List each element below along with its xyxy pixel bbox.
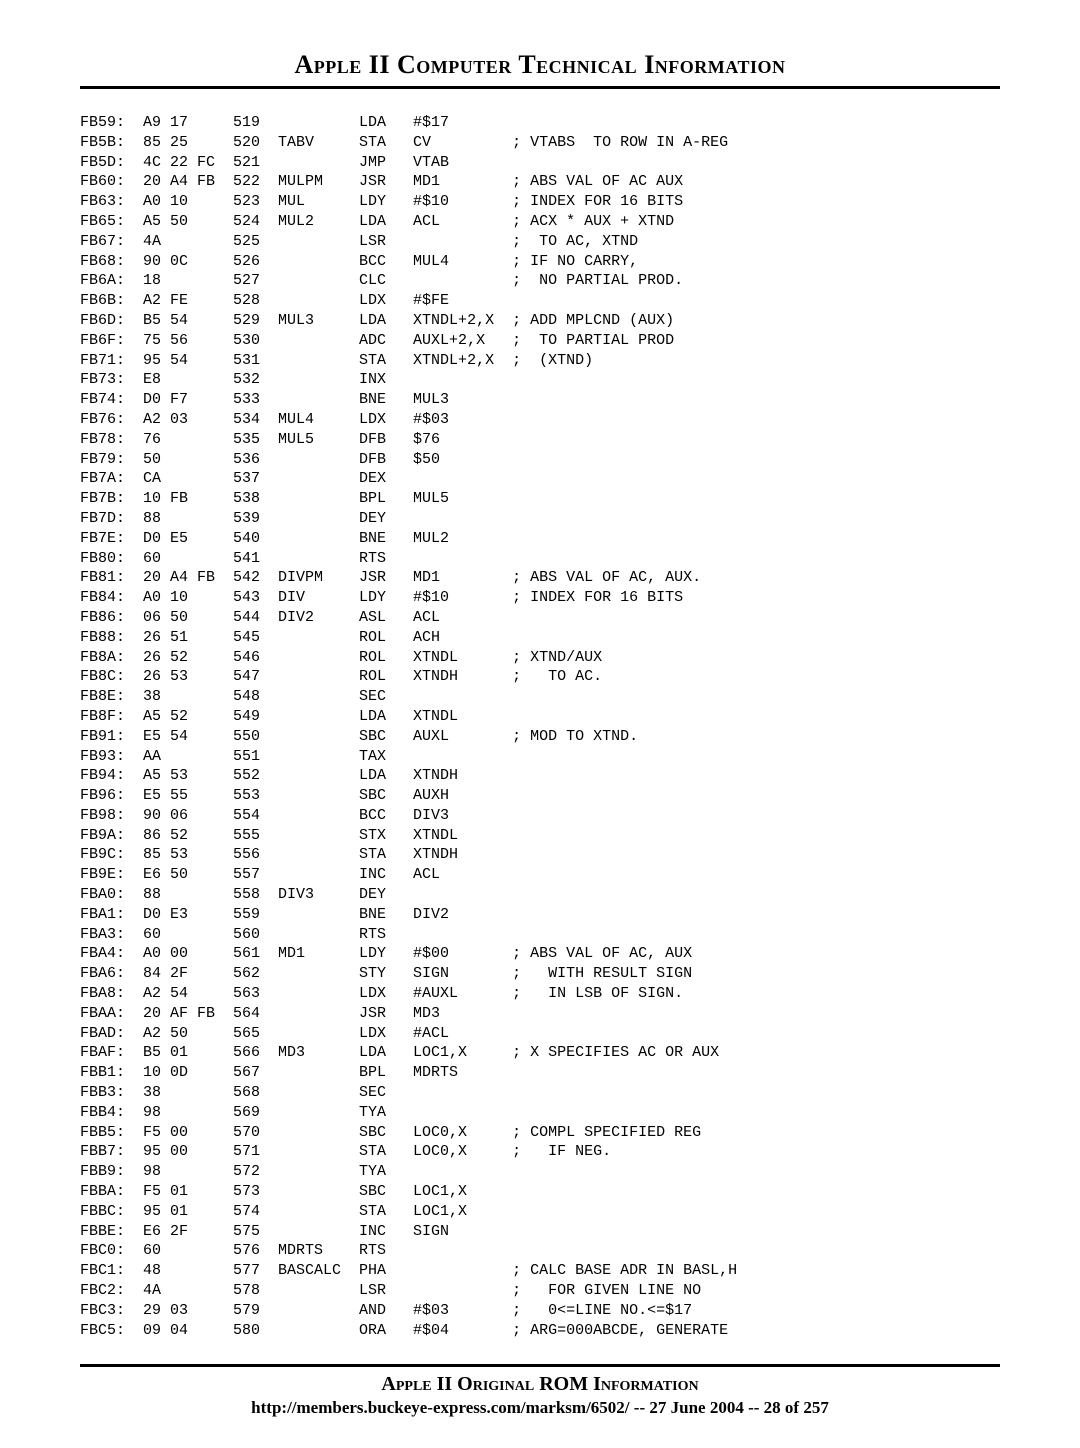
listing-row: FB7B: 10 FB 538 BPL MUL5	[80, 489, 1000, 509]
footer-date: 27 June 2004	[649, 1398, 743, 1417]
listing-row: FB6D: B5 54 529 MUL3 LDA XTNDL+2,X ; ADD…	[80, 311, 1000, 331]
listing-row: FB7A: CA 537 DEX	[80, 469, 1000, 489]
listing-row: FB84: A0 10 543 DIV LDY #$10 ; INDEX FOR…	[80, 588, 1000, 608]
listing-row: FBBE: E6 2F 575 INC SIGN	[80, 1222, 1000, 1242]
listing-row: FBB7: 95 00 571 STA LOC0,X ; IF NEG.	[80, 1142, 1000, 1162]
listing-row: FB60: 20 A4 FB 522 MULPM JSR MD1 ; ABS V…	[80, 172, 1000, 192]
listing-row: FB9E: E6 50 557 INC ACL	[80, 865, 1000, 885]
listing-row: FB94: A5 53 552 LDA XTNDH	[80, 766, 1000, 786]
listing-row: FB91: E5 54 550 SBC AUXL ; MOD TO XTND.	[80, 727, 1000, 747]
listing-row: FBBA: F5 01 573 SBC LOC1,X	[80, 1182, 1000, 1202]
listing-row: FBC3: 29 03 579 AND #$03 ; 0<=LINE NO.<=…	[80, 1301, 1000, 1321]
listing-row: FB8C: 26 53 547 ROL XTNDH ; TO AC.	[80, 667, 1000, 687]
listing-row: FBBC: 95 01 574 STA LOC1,X	[80, 1202, 1000, 1222]
listing-row: FB71: 95 54 531 STA XTNDL+2,X ; (XTND)	[80, 351, 1000, 371]
listing-row: FBA3: 60 560 RTS	[80, 925, 1000, 945]
footer-info: http://members.buckeye-express.com/marks…	[80, 1398, 1000, 1418]
listing-row: FB79: 50 536 DFB $50	[80, 450, 1000, 470]
footer-page: 28 of 257	[764, 1398, 829, 1417]
listing-row: FB98: 90 06 554 BCC DIV3	[80, 806, 1000, 826]
listing-row: FBB3: 38 568 SEC	[80, 1083, 1000, 1103]
listing-row: FB65: A5 50 524 MUL2 LDA ACL ; ACX * AUX…	[80, 212, 1000, 232]
listing-row: FB8E: 38 548 SEC	[80, 687, 1000, 707]
listing-row: FB73: E8 532 INX	[80, 370, 1000, 390]
listing-row: FB68: 90 0C 526 BCC MUL4 ; IF NO CARRY,	[80, 252, 1000, 272]
listing-row: FB80: 60 541 RTS	[80, 549, 1000, 569]
listing-row: FB8F: A5 52 549 LDA XTNDL	[80, 707, 1000, 727]
listing-row: FBA0: 88 558 DIV3 DEY	[80, 885, 1000, 905]
listing-row: FBB4: 98 569 TYA	[80, 1103, 1000, 1123]
listing-row: FBAA: 20 AF FB 564 JSR MD3	[80, 1004, 1000, 1024]
listing-row: FB5D: 4C 22 FC 521 JMP VTAB	[80, 153, 1000, 173]
listing-row: FB5B: 85 25 520 TABV STA CV ; VTABS TO R…	[80, 133, 1000, 153]
listing-row: FBB1: 10 0D 567 BPL MDRTS	[80, 1063, 1000, 1083]
footer-sep1: --	[634, 1398, 650, 1417]
listing-row: FBAF: B5 01 566 MD3 LDA LOC1,X ; X SPECI…	[80, 1043, 1000, 1063]
listing-row: FBC2: 4A 578 LSR ; FOR GIVEN LINE NO	[80, 1281, 1000, 1301]
listing-row: FBC1: 48 577 BASCALC PHA ; CALC BASE ADR…	[80, 1261, 1000, 1281]
listing-row: FB7E: D0 E5 540 BNE MUL2	[80, 529, 1000, 549]
footer-url: http://members.buckeye-express.com/marks…	[251, 1398, 629, 1417]
footer-sep2: --	[748, 1398, 764, 1417]
listing-row: FB8A: 26 52 546 ROL XTNDL ; XTND/AUX	[80, 648, 1000, 668]
listing-row: FBA6: 84 2F 562 STY SIGN ; WITH RESULT S…	[80, 964, 1000, 984]
page: Apple II Computer Technical Information …	[0, 0, 1080, 1448]
listing-row: FBA8: A2 54 563 LDX #AUXL ; IN LSB OF SI…	[80, 984, 1000, 1004]
listing-row: FB59: A9 17 519 LDA #$17	[80, 113, 1000, 133]
listing-row: FB63: A0 10 523 MUL LDY #$10 ; INDEX FOR…	[80, 192, 1000, 212]
listing-row: FB9C: 85 53 556 STA XTNDH	[80, 845, 1000, 865]
listing-row: FBA1: D0 E3 559 BNE DIV2	[80, 905, 1000, 925]
listing-row: FBC0: 60 576 MDRTS RTS	[80, 1241, 1000, 1261]
listing-row: FBAD: A2 50 565 LDX #ACL	[80, 1024, 1000, 1044]
listing-row: FB86: 06 50 544 DIV2 ASL ACL	[80, 608, 1000, 628]
listing-row: FB9A: 86 52 555 STX XTNDL	[80, 826, 1000, 846]
page-title: Apple II Computer Technical Information	[295, 50, 786, 80]
footer-title: Apple II Original ROM Information	[80, 1373, 1000, 1396]
listing-row: FB6B: A2 FE 528 LDX #$FE	[80, 291, 1000, 311]
listing-row: FB88: 26 51 545 ROL ACH	[80, 628, 1000, 648]
listing-row: FB78: 76 535 MUL5 DFB $76	[80, 430, 1000, 450]
listing-row: FB6A: 18 527 CLC ; NO PARTIAL PROD.	[80, 271, 1000, 291]
listing-row: FB6F: 75 56 530 ADC AUXL+2,X ; TO PARTIA…	[80, 331, 1000, 351]
listing-row: FB76: A2 03 534 MUL4 LDX #$03	[80, 410, 1000, 430]
page-footer: Apple II Original ROM Information http:/…	[80, 1364, 1000, 1418]
listing-row: FBA4: A0 00 561 MD1 LDY #$00 ; ABS VAL O…	[80, 944, 1000, 964]
listing-row: FB81: 20 A4 FB 542 DIVPM JSR MD1 ; ABS V…	[80, 568, 1000, 588]
page-header: Apple II Computer Technical Information	[80, 50, 1000, 89]
assembly-listing: FB59: A9 17 519 LDA #$17 FB5B: 85 25 520…	[80, 113, 1000, 1340]
listing-row: FB93: AA 551 TAX	[80, 747, 1000, 767]
listing-row: FBB9: 98 572 TYA	[80, 1162, 1000, 1182]
listing-row: FB67: 4A 525 LSR ; TO AC, XTND	[80, 232, 1000, 252]
listing-row: FBC5: 09 04 580 ORA #$04 ; ARG=000ABCDE,…	[80, 1321, 1000, 1341]
listing-row: FB96: E5 55 553 SBC AUXH	[80, 786, 1000, 806]
listing-row: FB74: D0 F7 533 BNE MUL3	[80, 390, 1000, 410]
listing-row: FBB5: F5 00 570 SBC LOC0,X ; COMPL SPECI…	[80, 1123, 1000, 1143]
listing-row: FB7D: 88 539 DEY	[80, 509, 1000, 529]
